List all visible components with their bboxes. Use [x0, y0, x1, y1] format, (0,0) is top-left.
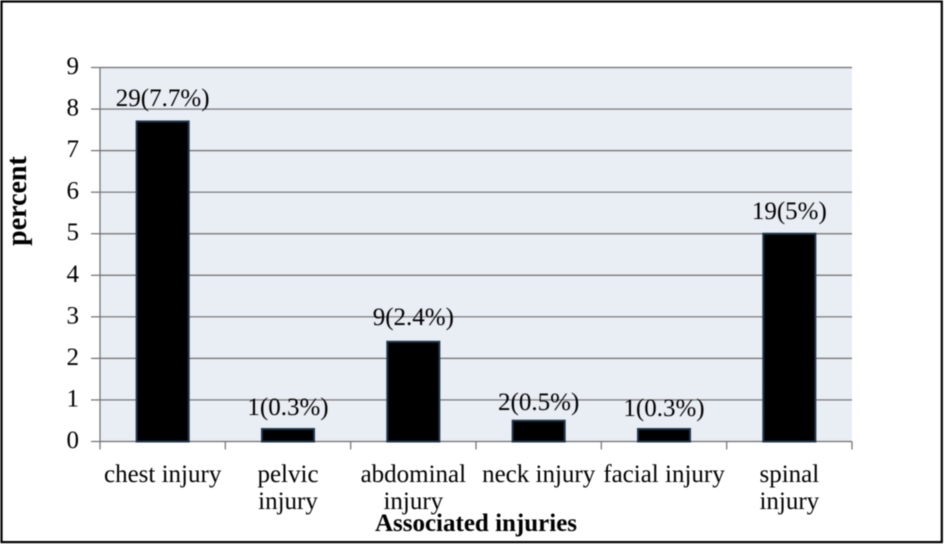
svg-text:3: 3: [67, 302, 80, 329]
svg-text:injury: injury: [258, 488, 318, 515]
svg-text:injury: injury: [759, 488, 819, 515]
svg-text:percent: percent: [2, 155, 33, 245]
svg-text:5: 5: [67, 219, 80, 246]
svg-text:7: 7: [67, 136, 80, 163]
svg-text:9(2.4%): 9(2.4%): [373, 304, 454, 331]
svg-text:9: 9: [67, 53, 80, 80]
svg-text:pelvic: pelvic: [257, 461, 318, 488]
svg-text:1: 1: [67, 385, 80, 412]
svg-text:injury: injury: [383, 488, 443, 515]
svg-text:abdominal: abdominal: [361, 461, 467, 488]
svg-text:8: 8: [67, 95, 80, 122]
svg-text:2(0.5%): 2(0.5%): [498, 389, 579, 416]
svg-text:19(5%): 19(5%): [752, 198, 827, 225]
svg-text:6: 6: [67, 178, 80, 205]
svg-text:2: 2: [67, 344, 80, 371]
svg-text:1(0.3%): 1(0.3%): [247, 394, 328, 421]
svg-text:neck injury: neck injury: [482, 461, 596, 488]
svg-text:29(7.7%): 29(7.7%): [116, 85, 210, 112]
svg-text:Associated injuries: Associated injuries: [375, 510, 577, 537]
svg-text:chest injury: chest injury: [104, 461, 222, 488]
svg-text:spinal: spinal: [759, 461, 819, 488]
svg-text:facial injury: facial injury: [603, 461, 725, 488]
svg-text:4: 4: [67, 261, 80, 288]
svg-text:0: 0: [67, 427, 80, 454]
svg-text:1(0.3%): 1(0.3%): [623, 395, 704, 422]
